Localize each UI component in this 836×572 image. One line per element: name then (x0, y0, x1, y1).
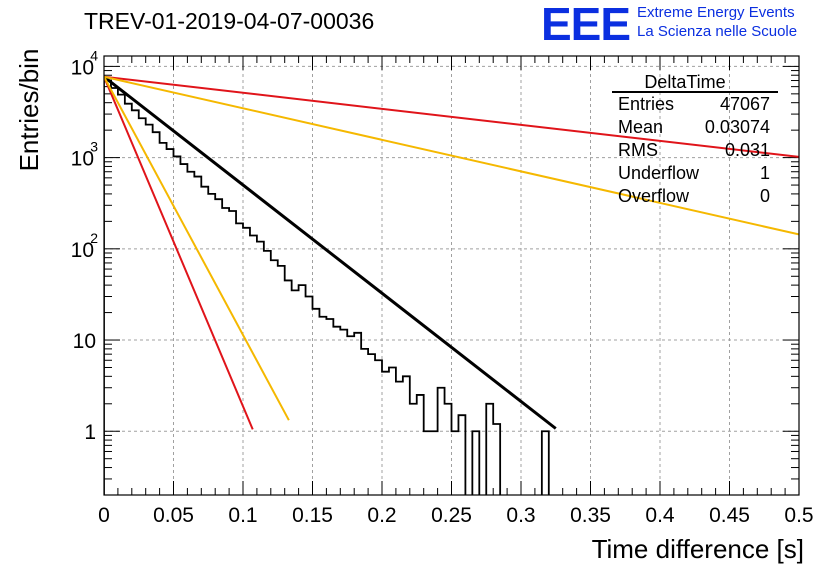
eee-logo: EEE (541, 0, 631, 50)
x-tick-label: 0.1 (228, 504, 257, 527)
stats-value: 0.03074 (705, 117, 770, 137)
y-tick-label: 10 (71, 56, 94, 79)
logo-caption-line1: Extreme Energy Events (637, 4, 795, 21)
y-tick-label: 10 (71, 239, 94, 262)
stats-label: Overflow (618, 186, 690, 206)
y-tick-label: 10 (71, 148, 94, 171)
grid (104, 56, 799, 495)
y-tick-label: 1 (84, 421, 96, 444)
fit-curve-fast-red (104, 76, 254, 430)
y-tick-exponent: 3 (90, 139, 98, 155)
fit-curve-slow-orange (104, 75, 799, 236)
x-tick-label: 0.2 (367, 504, 396, 527)
histogram-bars (104, 79, 550, 495)
fit-curve-fit (104, 75, 557, 430)
y-tick-exponent: 2 (90, 230, 98, 246)
chart-title: TREV-01-2019-04-07-00036 (84, 8, 375, 34)
x-tick-label: 0.15 (292, 504, 333, 527)
fit-curve-slow-red (104, 75, 799, 158)
stats-label: Mean (618, 117, 663, 137)
stats-label: RMS (618, 140, 658, 160)
x-tick-label: 0.25 (431, 504, 472, 527)
stats-value: 0 (760, 186, 770, 206)
y-tick-exponent: 4 (90, 47, 98, 63)
plot-frame (103, 55, 800, 496)
stats-box-title: DeltaTime (644, 72, 725, 92)
y-axis-label: Entries/bin (14, 48, 44, 172)
x-tick-label: 0.35 (570, 504, 611, 527)
x-tick-label: 0.05 (153, 504, 194, 527)
stats-value: 47067 (720, 94, 770, 114)
stats-value: 0.031 (725, 140, 770, 160)
logo-caption-line2: La Scienza nelle Scuole (637, 23, 798, 40)
stats-label: Entries (618, 94, 674, 114)
x-axis-label: Time difference [s] (591, 534, 804, 564)
fit-curve-fast-orange (104, 76, 290, 421)
stats-label: Underflow (618, 163, 700, 183)
x-tick-label: 0 (98, 504, 110, 527)
x-tick-label: 0.3 (506, 504, 535, 527)
x-tick-label: 0.4 (645, 504, 675, 527)
axis-ticks (103, 56, 800, 496)
stats-value: 1 (760, 163, 770, 183)
x-tick-label: 0.5 (784, 504, 813, 527)
y-tick-label: 10 (73, 330, 96, 353)
x-tick-label: 0.45 (709, 504, 750, 527)
